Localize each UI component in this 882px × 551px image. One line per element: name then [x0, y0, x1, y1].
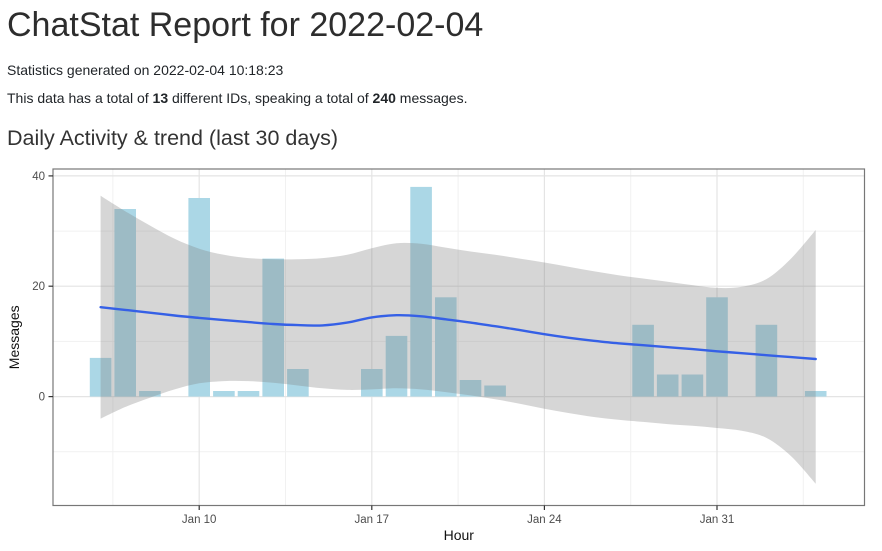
bars-group	[89, 186, 827, 397]
bar-jan-30	[681, 374, 704, 397]
message-count: 240	[372, 90, 396, 107]
bar-jan-12	[237, 390, 260, 397]
x-tick-label: Jan 10	[182, 514, 217, 526]
trend-line	[99, 305, 817, 361]
y-tick-label: 20	[32, 281, 45, 293]
x-axis: Jan 10 Jan 17 Jan 24 Jan 31	[182, 505, 734, 526]
bar-jan-17	[361, 368, 383, 397]
bar-jan-8	[139, 390, 161, 397]
bar-jan-14	[287, 368, 309, 397]
bar-jan-31	[706, 297, 728, 397]
bar-jan-28	[632, 324, 654, 397]
summary-middle: different IDs, speaking a total of	[168, 90, 373, 107]
bar-jan-11	[213, 390, 235, 397]
y-tick-label: 0	[39, 392, 45, 404]
bar-feb-2	[755, 324, 778, 397]
generated-timestamp: Statistics generated on 2022-02-04 10:18…	[7, 62, 284, 79]
bar-jan-22	[484, 385, 506, 397]
bar-jan-18	[385, 335, 408, 397]
report-page: ChatStat Report for 2022-02-04 Statistic…	[0, 6, 882, 544]
bar-jan-7	[114, 208, 136, 397]
page-title: ChatStat Report for 2022-02-04	[7, 6, 484, 44]
gridlines-major	[53, 168, 865, 506]
bar-jan-29	[656, 374, 679, 397]
x-axis-title: Hour	[444, 527, 475, 543]
bar-jan-13	[262, 258, 284, 397]
y-tick-label: 40	[32, 171, 45, 183]
y-axis: 0 20 40	[32, 171, 53, 404]
x-tick-label: Jan 17	[355, 514, 390, 526]
bar-jan-20	[435, 297, 457, 397]
summary-suffix: messages.	[395, 90, 468, 107]
id-count: 13	[152, 90, 169, 107]
daily-activity-chart: Jan 10 Jan 17 Jan 24 Jan 31 0 20 40 Hour Message…	[6, 168, 866, 543]
bar-jan-6	[89, 357, 112, 397]
bar-jan-21	[459, 379, 482, 397]
bar-jan-19	[410, 186, 432, 397]
summary-prefix: This data has a total of	[7, 90, 153, 107]
summary-line: This data has a total of 13 different ID…	[7, 90, 882, 106]
x-tick-label: Jan 24	[527, 514, 562, 526]
y-axis-title: Messages	[6, 305, 22, 369]
gridlines-minor	[53, 168, 865, 506]
x-tick-label: Jan 31	[700, 514, 735, 526]
panel-border	[52, 168, 866, 507]
bar-jan-10	[188, 197, 210, 397]
confidence-band	[100, 195, 816, 484]
section-title: Daily Activity & trend (last 30 days)	[7, 126, 338, 151]
bar-feb-4	[804, 390, 827, 397]
